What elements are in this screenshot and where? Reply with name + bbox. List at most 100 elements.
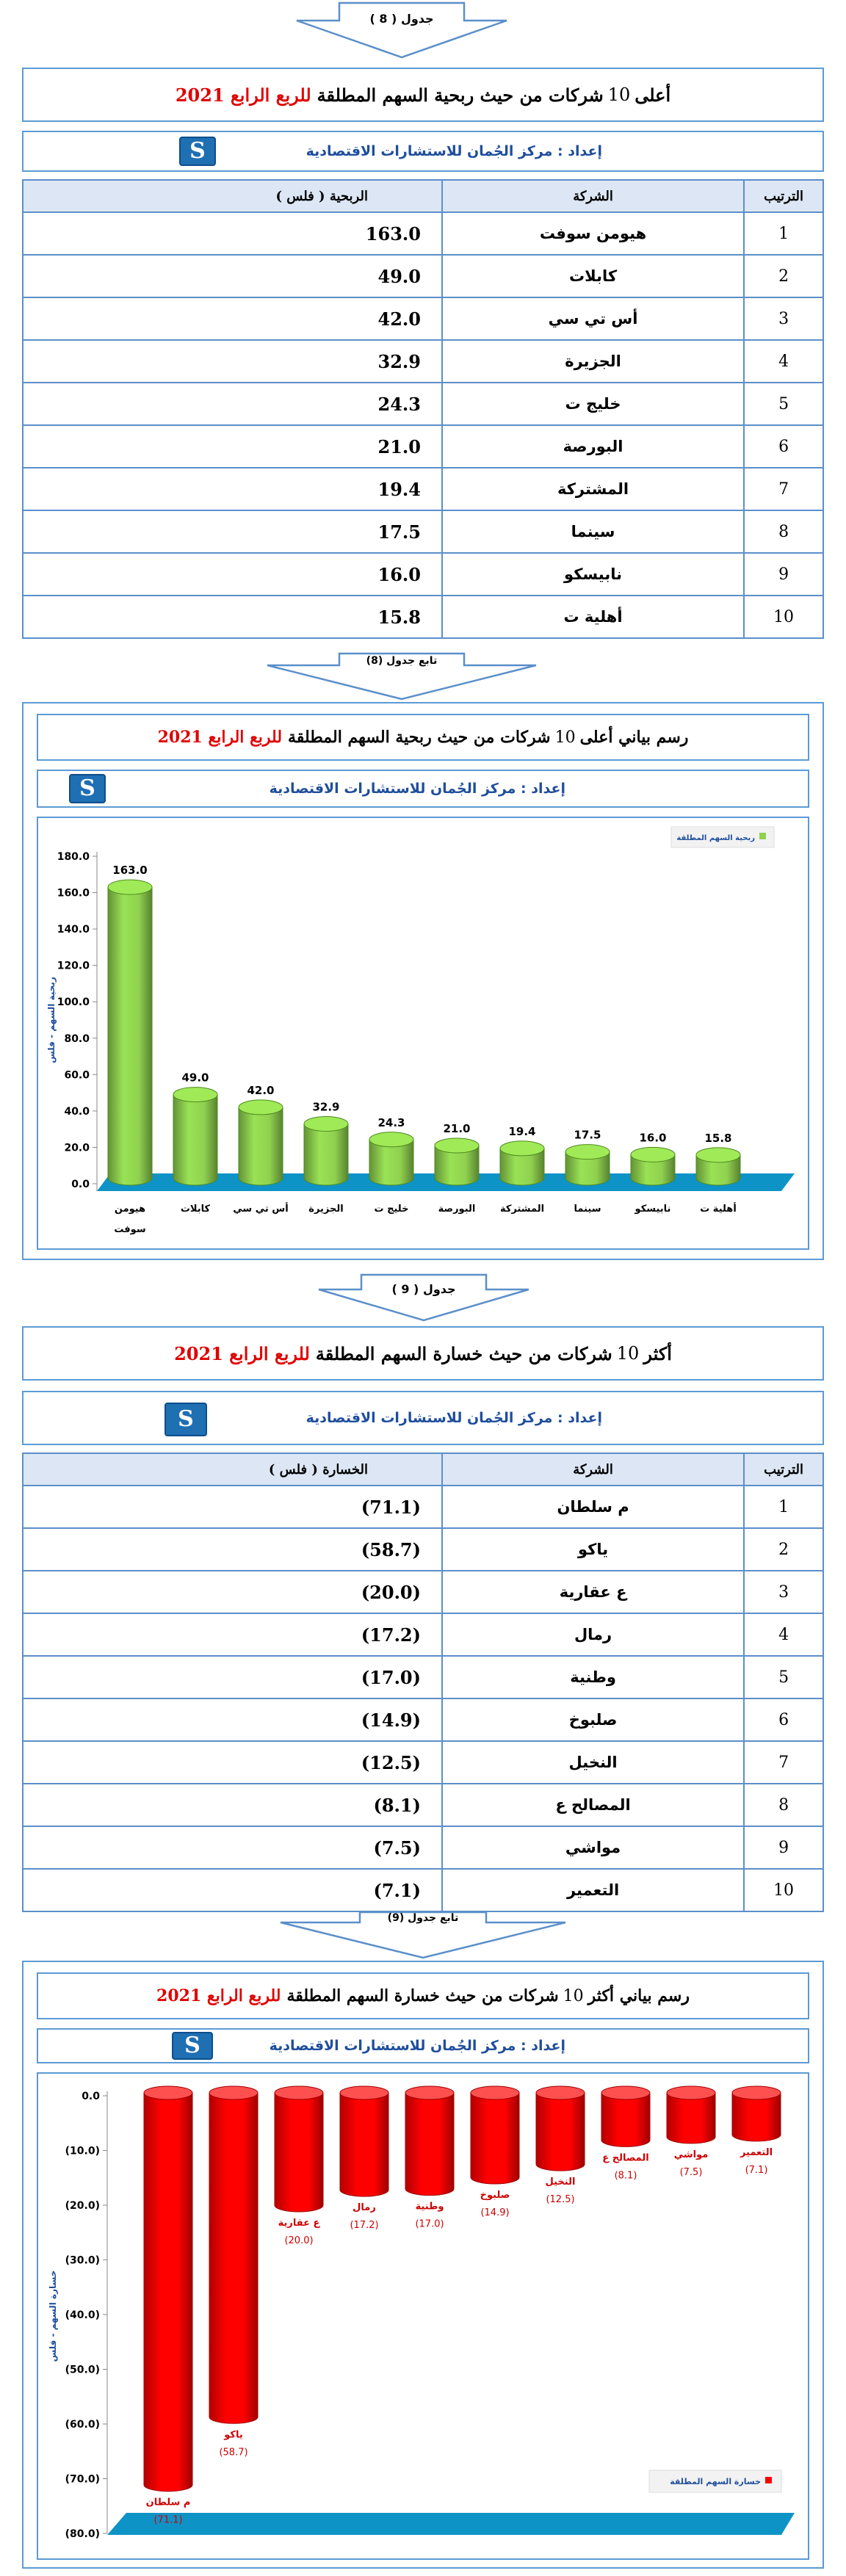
bar-top [209, 2085, 258, 2100]
y-tick-label: 0.0 [71, 1179, 90, 1190]
bar-7 [499, 1148, 545, 1186]
y-tick-label: (30.0) [65, 2255, 100, 2267]
table-row: 7 النخيل (12.5) [22, 1740, 824, 1784]
category-label: أهلية ت [700, 1202, 737, 1215]
company-cell: وطنية [441, 1655, 745, 1699]
y-tick-label: 160.0 [57, 888, 90, 900]
chart9-prepared-by: إعداد : مركز الجُمان للاستشارات الاقتصاد… [37, 2028, 809, 2063]
rank-cell: 3 [743, 1570, 824, 1614]
category-label: صلبوخ [480, 2190, 510, 2201]
bar-8 [565, 1151, 610, 1186]
bar-6 [470, 2092, 520, 2185]
legend-swatch [759, 833, 766, 839]
company-cell: م سلطان [441, 1485, 745, 1529]
data-label: (17.2) [350, 2220, 378, 2231]
value-cell: (17.2) [22, 1613, 443, 1657]
company-cell: أس تي سي [441, 297, 745, 341]
y-tick-label: (40.0) [65, 2309, 100, 2321]
bar-top [173, 1087, 218, 1103]
bar-9 [630, 1154, 676, 1186]
bar-top [405, 2085, 455, 2100]
chart8-tag: تابع جدول (8) [266, 652, 538, 701]
table-row: 9 مواشي (7.5) [22, 1826, 824, 1870]
data-label: (7.1) [745, 2165, 768, 2176]
y-tick-label: 20.0 [64, 1142, 90, 1154]
chart9-plot-area: 0.0 (10.0) (20.0) (30.0) (40.0) (50.0) (60.0) (… [37, 2072, 809, 2560]
value-cell: 163.0 [22, 211, 443, 256]
header-company: الشركة [441, 179, 745, 213]
rank-cell: 10 [743, 595, 824, 639]
rank-cell: 9 [743, 552, 824, 596]
y-axis-label: خسارة السهم - فلس [48, 2271, 58, 2362]
bar-top [499, 1140, 545, 1157]
data-label: 32.9 [312, 1100, 339, 1113]
value-cell: (58.7) [22, 1527, 443, 1571]
bar-top [434, 1137, 480, 1154]
data-label: (17.0) [415, 2219, 444, 2230]
category-label: سوفت [114, 1224, 145, 1235]
table-row: 5 خليج ت 24.3 [22, 382, 824, 426]
company-cell: سينما [441, 510, 745, 554]
table-row: 9 نابيسكو 16.0 [22, 552, 824, 596]
header-rank: الترتيب [743, 179, 824, 213]
company-cell: التعمير [441, 1868, 745, 1912]
y-tick-label: (80.0) [65, 2528, 100, 2540]
company-cell: هيومن سوفت [441, 211, 745, 256]
table8-tag: جدول ( 8 ) [295, 1, 508, 59]
bar-top [369, 1132, 414, 1148]
rank-cell: 8 [743, 1783, 824, 1827]
company-cell: كابلات [441, 254, 745, 298]
company-cell: خليج ت [441, 382, 745, 426]
y-tick-label: 140.0 [57, 924, 90, 936]
data-label: 15.8 [704, 1132, 731, 1145]
value-cell: 17.5 [22, 510, 443, 554]
table-row: 4 رمال (17.2) [22, 1613, 824, 1657]
chart8-frame: رسم بياني أعلى 10 شركات من حيث ربحية السهم… [22, 702, 824, 1260]
y-tick-label: (60.0) [65, 2419, 100, 2431]
data-label: (12.5) [546, 2194, 574, 2205]
y-tick-label: (10.0) [65, 2146, 100, 2157]
chart8-svg: 0.0 20.0 40.0 60.0 80.0 100.0 120.0 140.0 160.0 1… [46, 826, 795, 1235]
bar-2 [173, 1094, 218, 1186]
legend-label: ربحية السهم المطلقة [676, 834, 755, 842]
jumana-logo: S [179, 137, 216, 166]
table-row: 2 ياكو (58.7) [22, 1527, 824, 1571]
data-label: 24.3 [377, 1116, 405, 1129]
bar-top [107, 879, 153, 895]
category-label: ع عقارية [278, 2218, 321, 2229]
bar-1 [143, 2092, 193, 2492]
table-row: 7 المشتركة 19.4 [22, 467, 824, 511]
bar-top [143, 2085, 193, 2100]
table-row: 10 أهلية ت 15.8 [22, 595, 824, 639]
company-cell: أهلية ت [441, 595, 745, 639]
company-cell: النخيل [441, 1740, 745, 1784]
chart9-title: رسم بياني أكثر 10 شركات من حيث خسارة السهم… [37, 1972, 809, 2019]
table-row: 6 البورصة 21.0 [22, 424, 824, 468]
bar-8 [601, 2092, 651, 2147]
rank-cell: 5 [743, 1655, 824, 1699]
chart8-plot-area: 0.0 20.0 40.0 60.0 80.0 100.0 120.0 140.0 160.0 1… [37, 817, 809, 1250]
bar-9 [666, 2092, 716, 2144]
table8-data: الترتيب الشركة الربحية ( فلس ) 1 هيومن سو… [22, 179, 824, 639]
legend-box [670, 826, 775, 848]
value-cell: (20.0) [22, 1570, 443, 1614]
company-cell: صلبوخ [441, 1698, 745, 1742]
value-cell: 32.9 [22, 339, 443, 383]
value-cell: (71.1) [22, 1485, 443, 1529]
y-tick-label: 180.0 [57, 851, 90, 863]
rank-cell: 3 [743, 297, 824, 341]
bar-top [339, 2085, 389, 2100]
category-label: مواشي [674, 2149, 709, 2160]
rank-cell: 7 [743, 467, 824, 511]
category-label: م سلطان [146, 2497, 191, 2508]
rank-cell: 1 [743, 211, 824, 256]
value-cell: 49.0 [22, 254, 443, 298]
bar-4 [339, 2092, 389, 2197]
bar-7 [535, 2092, 585, 2171]
data-label: (58.7) [219, 2447, 247, 2458]
rank-cell: 6 [743, 1698, 824, 1742]
y-tick-label: 0.0 [82, 2091, 100, 2102]
